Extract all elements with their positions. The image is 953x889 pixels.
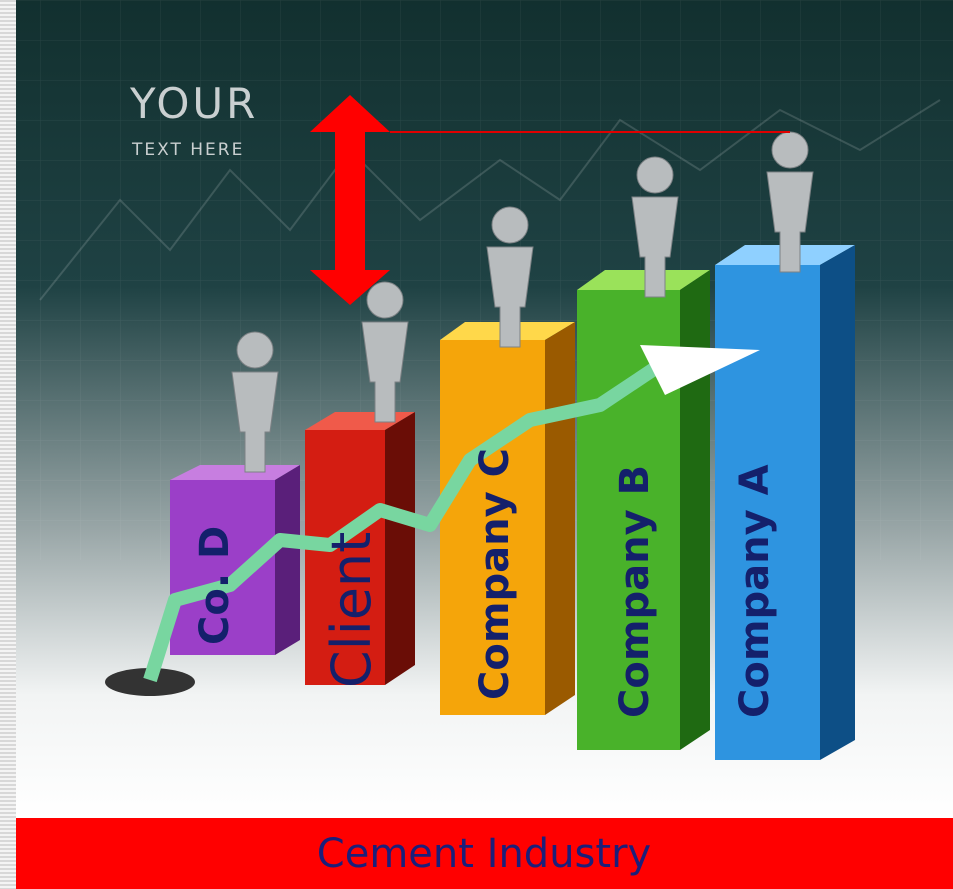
bar-a [715, 245, 855, 760]
bar-label: Company C [472, 448, 518, 700]
double-arrow [310, 95, 390, 305]
header-subtitle: TEXT HERE [131, 140, 244, 160]
bar-client [305, 412, 415, 685]
footer-banner [16, 818, 953, 889]
header-title: YOUR [129, 79, 258, 128]
growth-arrowhead [640, 345, 760, 395]
side-strip [0, 0, 16, 889]
growth-line [143, 359, 664, 683]
arrow-base [105, 668, 195, 696]
bar-label: Co. D [192, 526, 238, 645]
bar-label: Company B [612, 465, 658, 718]
bar-label: Client [320, 532, 383, 688]
bar-label: Company A [732, 464, 778, 718]
bg-line [39, 99, 941, 301]
figures [231, 131, 814, 473]
bar-d [170, 465, 300, 655]
footer-title: Cement Industry [317, 831, 651, 877]
